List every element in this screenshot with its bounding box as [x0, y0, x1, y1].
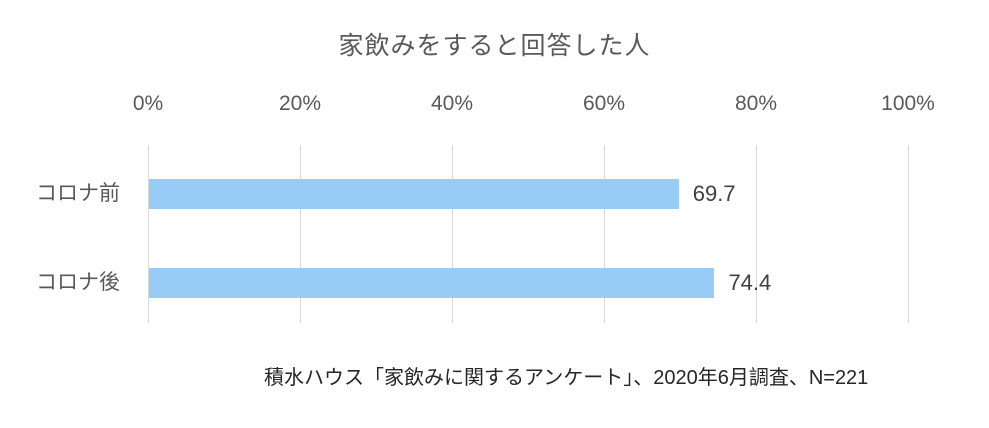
gridline [755, 145, 757, 323]
gridline [451, 145, 453, 323]
gridline [299, 145, 301, 323]
gridline [907, 145, 909, 323]
x-axis-tick-label: 80% [734, 92, 778, 115]
x-axis-tick-label: 40% [430, 92, 474, 115]
category-label: コロナ後 [36, 270, 120, 294]
x-axis-tick-label: 100% [881, 92, 935, 115]
category-label: コロナ前 [36, 181, 120, 205]
bar [149, 178, 679, 209]
bar [149, 267, 715, 298]
value-label: 74.4 [728, 269, 772, 295]
plot-area: 69.7 74.4 [147, 145, 909, 323]
x-axis-tick-label: 20% [278, 92, 322, 115]
x-axis-tick-label: 0% [132, 92, 164, 115]
chart-title: 家飲みをすると回答した人 [338, 32, 651, 60]
x-axis-tick-label: 60% [582, 92, 626, 115]
gridline [147, 145, 149, 323]
value-label: 69.7 [692, 180, 736, 206]
gridline [603, 145, 605, 323]
source-note: 積水ハウス「家飲みに関するアンケート」、2020年6月調査、N=221 [264, 367, 869, 389]
